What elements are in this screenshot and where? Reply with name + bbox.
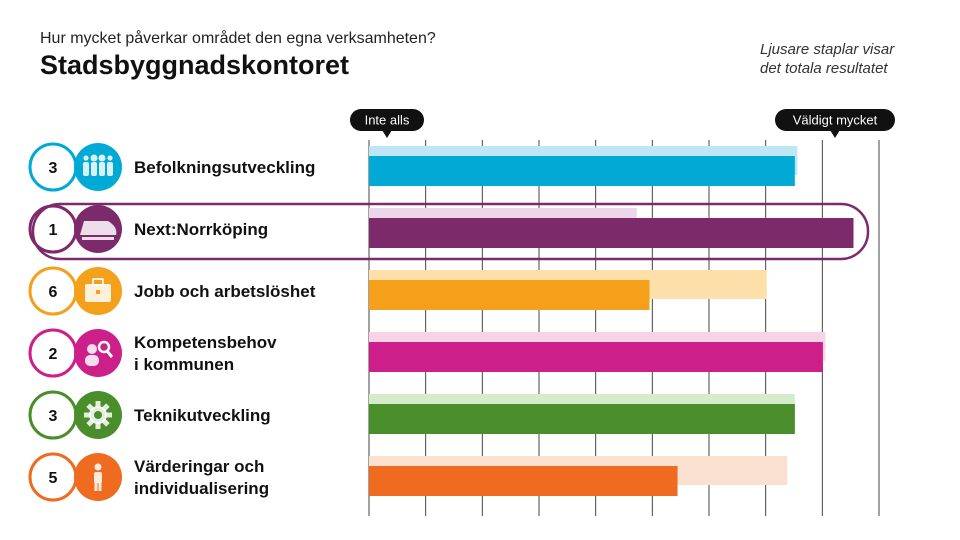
train-rail	[82, 237, 114, 240]
survey-question: Hur mycket påverkar området den egna ver…	[40, 30, 436, 47]
chart-row: 5 Värderingar och individualisering	[28, 452, 788, 502]
legend-note-line: Ljusare staplar visar	[760, 41, 895, 58]
scale-label-pill	[775, 109, 895, 131]
person-body	[91, 162, 97, 176]
legend-note-line: det totala resultatet	[760, 60, 888, 77]
scale-label-pill	[350, 109, 424, 131]
gear-tooth	[95, 401, 101, 408]
chart-row: 1 Next:Norrköping	[28, 202, 870, 261]
category-label: Värderingar och	[134, 457, 264, 476]
person-head	[87, 344, 97, 354]
gear-hole	[94, 411, 102, 419]
icon-background	[74, 329, 122, 377]
chart-row: 6 Jobb och arbetslöshet	[28, 266, 767, 316]
train-body	[80, 221, 117, 235]
person-body	[107, 162, 113, 176]
person-head	[94, 463, 102, 471]
rank-number: 3	[49, 160, 58, 177]
people-group-icon	[74, 143, 122, 191]
gear-icon	[74, 391, 122, 439]
person-body	[94, 472, 102, 483]
person-leg	[98, 482, 102, 491]
gear-tooth	[95, 422, 101, 429]
rank-number: 2	[49, 346, 58, 363]
magnifier-handle	[105, 350, 114, 358]
magnifier-lens	[97, 340, 111, 354]
chart-row: 3 Teknikutveckling	[28, 390, 795, 440]
category-label: Befolkningsutveckling	[134, 158, 315, 177]
value-bar	[369, 156, 795, 186]
highlight-frame	[31, 202, 870, 261]
scale-label-pointer	[382, 130, 392, 138]
legend-note: Ljusare staplar visar det totala resulta…	[760, 40, 950, 78]
briefcase-icon	[74, 267, 122, 315]
value-bar	[369, 342, 823, 372]
value-bar	[369, 466, 678, 496]
person-body	[99, 162, 105, 176]
scale-label-pointer	[830, 130, 840, 138]
rank-number: 1	[49, 222, 58, 239]
category-label: Next:Norrköping	[134, 220, 268, 239]
category-label: Jobb och arbetslöshet	[134, 282, 316, 301]
value-bar	[369, 218, 854, 248]
category-label: Teknikutveckling	[134, 406, 271, 425]
person-search-icon	[74, 329, 122, 377]
person-leg	[94, 482, 98, 491]
value-bar	[369, 404, 795, 434]
category-label: Kompetensbehov	[134, 333, 277, 352]
rank-number: 6	[49, 284, 58, 301]
briefcase-clasp	[96, 290, 100, 294]
value-bar	[369, 280, 650, 310]
train-icon	[74, 205, 122, 253]
briefcase-handle	[92, 278, 104, 286]
person-head	[107, 155, 113, 161]
scale-label: Väldigt mycket	[793, 113, 878, 128]
category-label: i kommunen	[134, 355, 234, 374]
person-head	[90, 154, 98, 162]
person-body	[85, 355, 99, 366]
icon-background	[74, 143, 122, 191]
rank-number: 3	[49, 408, 58, 425]
page-title: Stadsbyggnadskontoret	[40, 50, 350, 80]
chart-row: 3 Befolkningsutveckling	[28, 142, 798, 192]
category-label: individualisering	[134, 479, 269, 498]
person-head	[83, 155, 89, 161]
person-head	[98, 154, 106, 162]
person-icon	[74, 453, 122, 501]
scale-label: Inte alls	[365, 113, 410, 128]
chart-row: 2 Kompetensbehov i kommunen	[28, 328, 826, 378]
rank-number: 5	[49, 470, 58, 487]
person-body	[83, 162, 89, 176]
